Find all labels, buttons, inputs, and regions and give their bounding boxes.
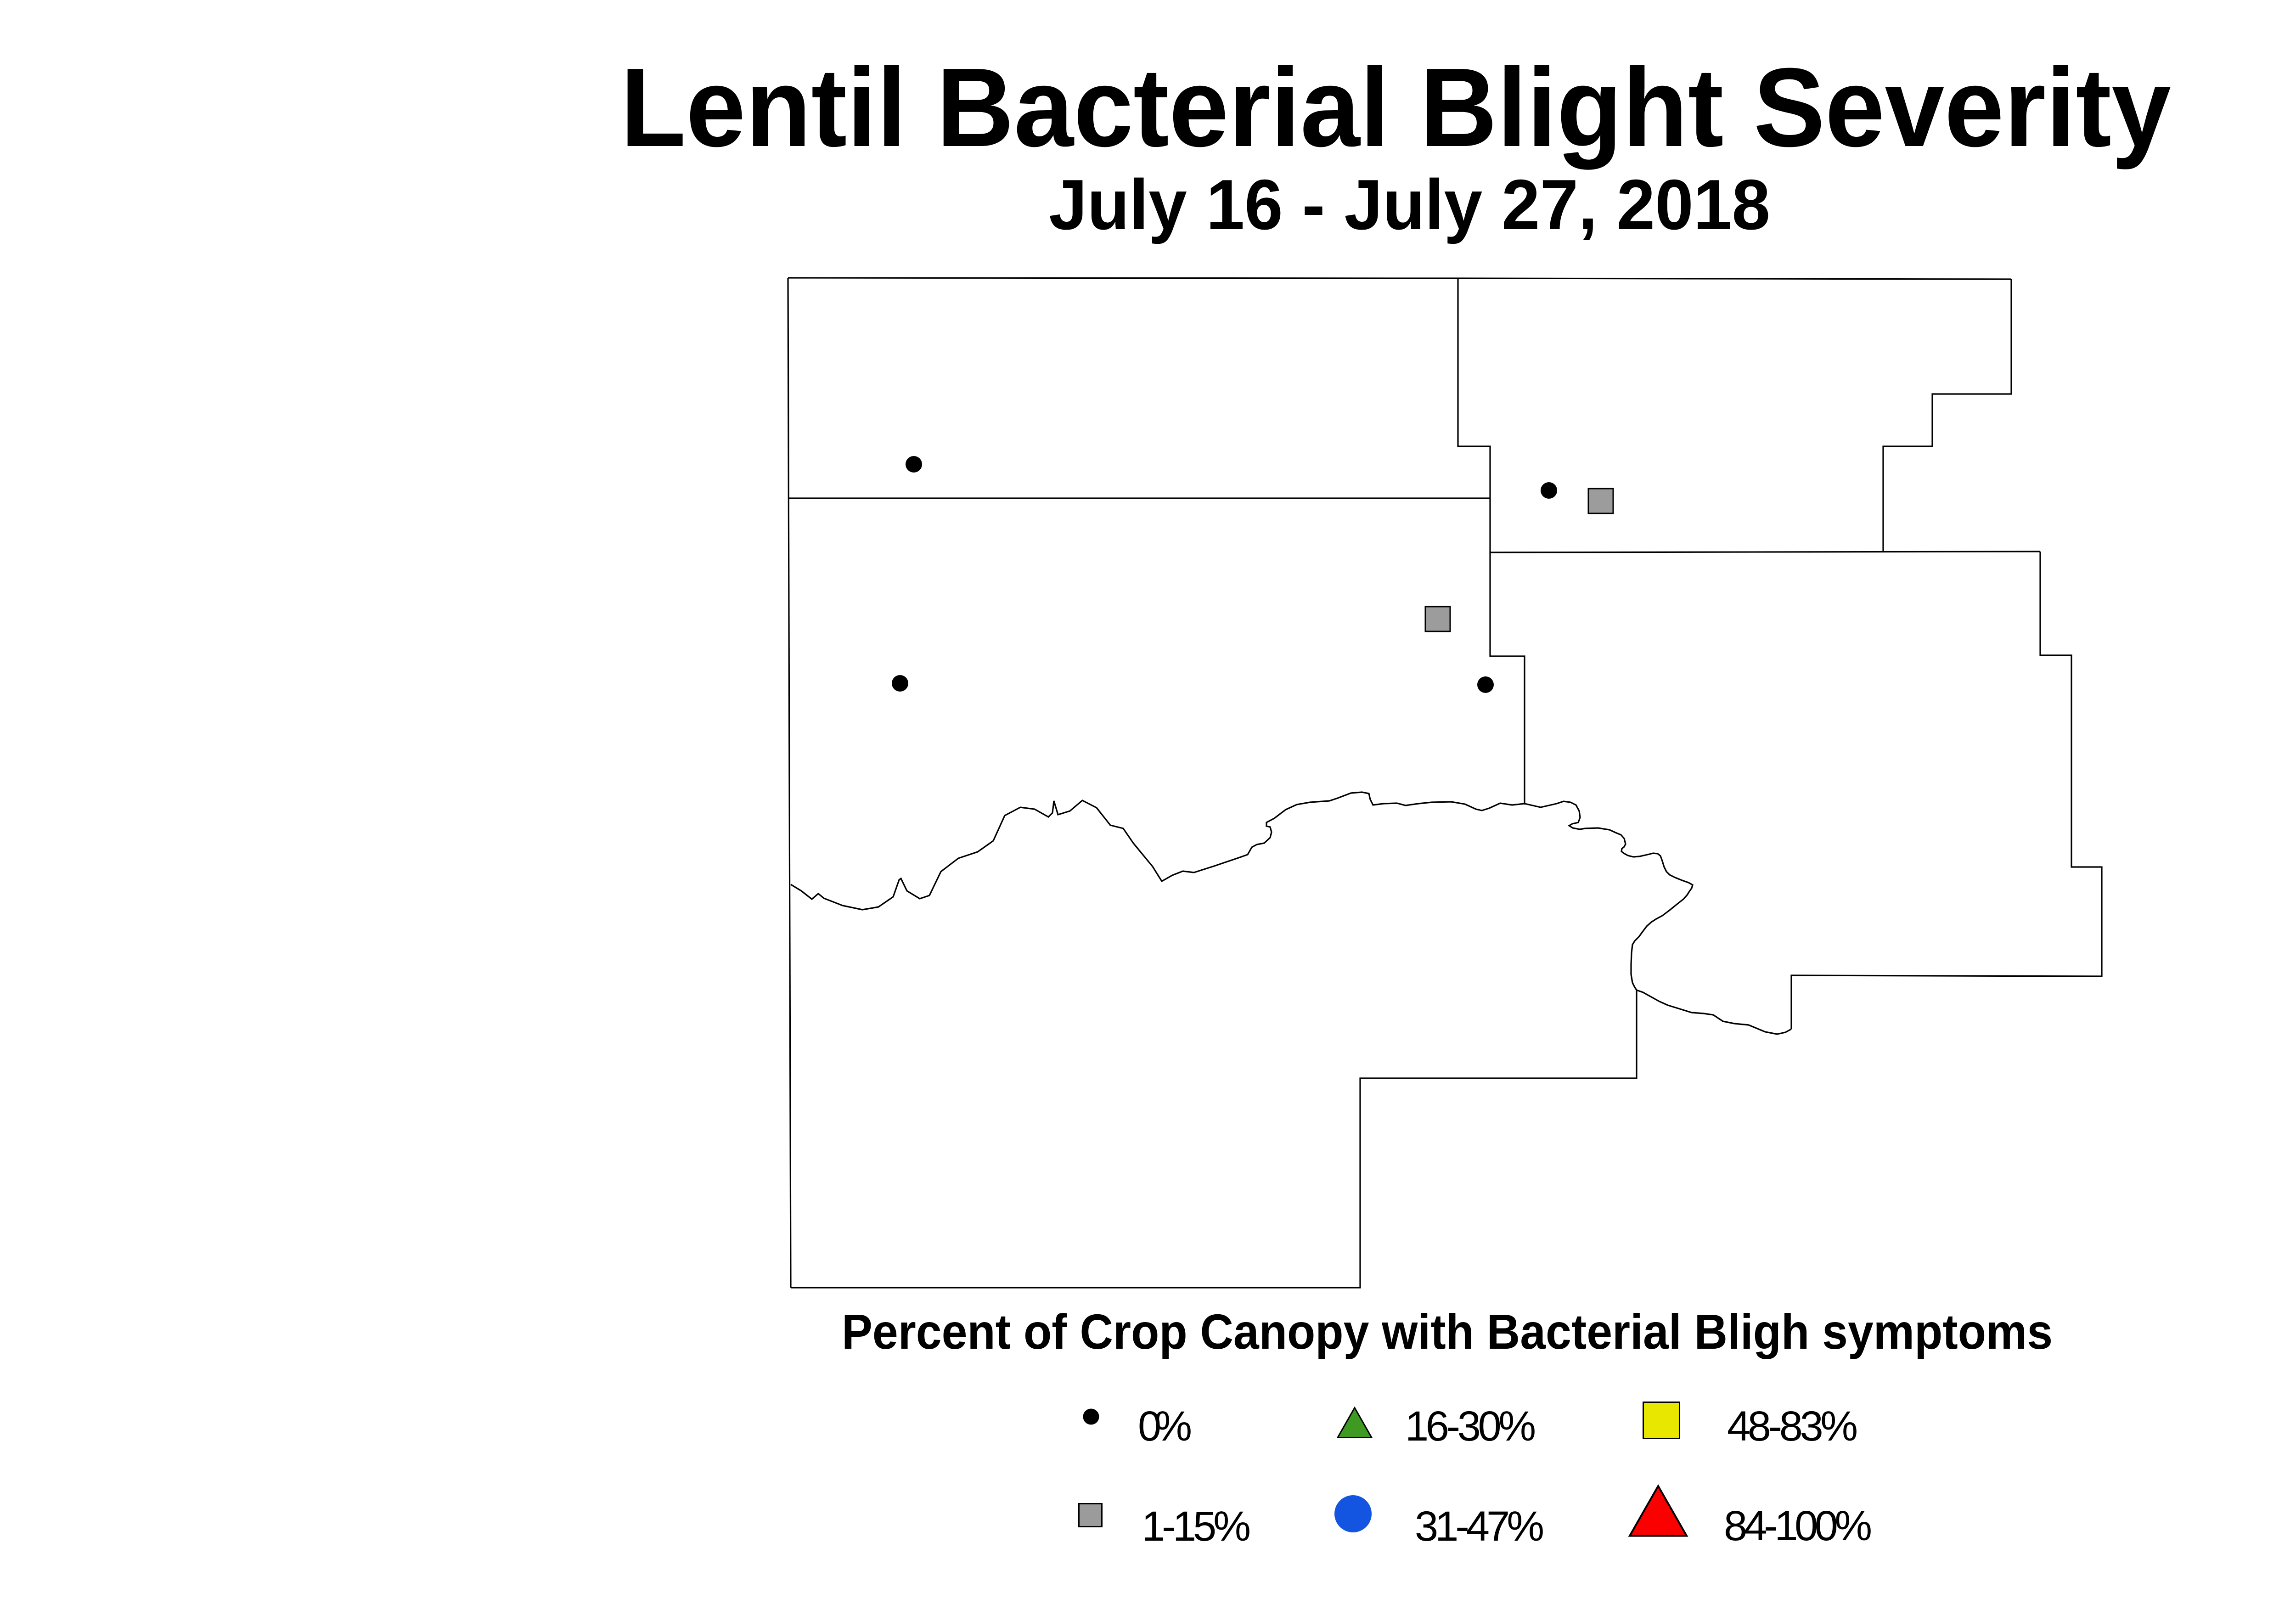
- svg-text:16-30%: 16-30%: [1405, 1403, 1536, 1450]
- svg-text:48-83%: 48-83%: [1727, 1403, 1858, 1450]
- svg-text:1-15%: 1-15%: [1142, 1503, 1251, 1550]
- svg-text:July 16 - July 27, 2018: July 16 - July 27, 2018: [1049, 165, 1770, 244]
- svg-text:84-100%: 84-100%: [1724, 1503, 1872, 1549]
- svg-text:31-47%: 31-47%: [1415, 1503, 1544, 1550]
- svg-text:0%: 0%: [1138, 1403, 1192, 1450]
- svg-text:Lentil Bacterial Blight Severi: Lentil Bacterial Blight Severity: [620, 45, 2171, 170]
- svg-text:Percent of Crop Canopy with Ba: Percent of Crop Canopy with Bacterial Bl…: [842, 1304, 2053, 1359]
